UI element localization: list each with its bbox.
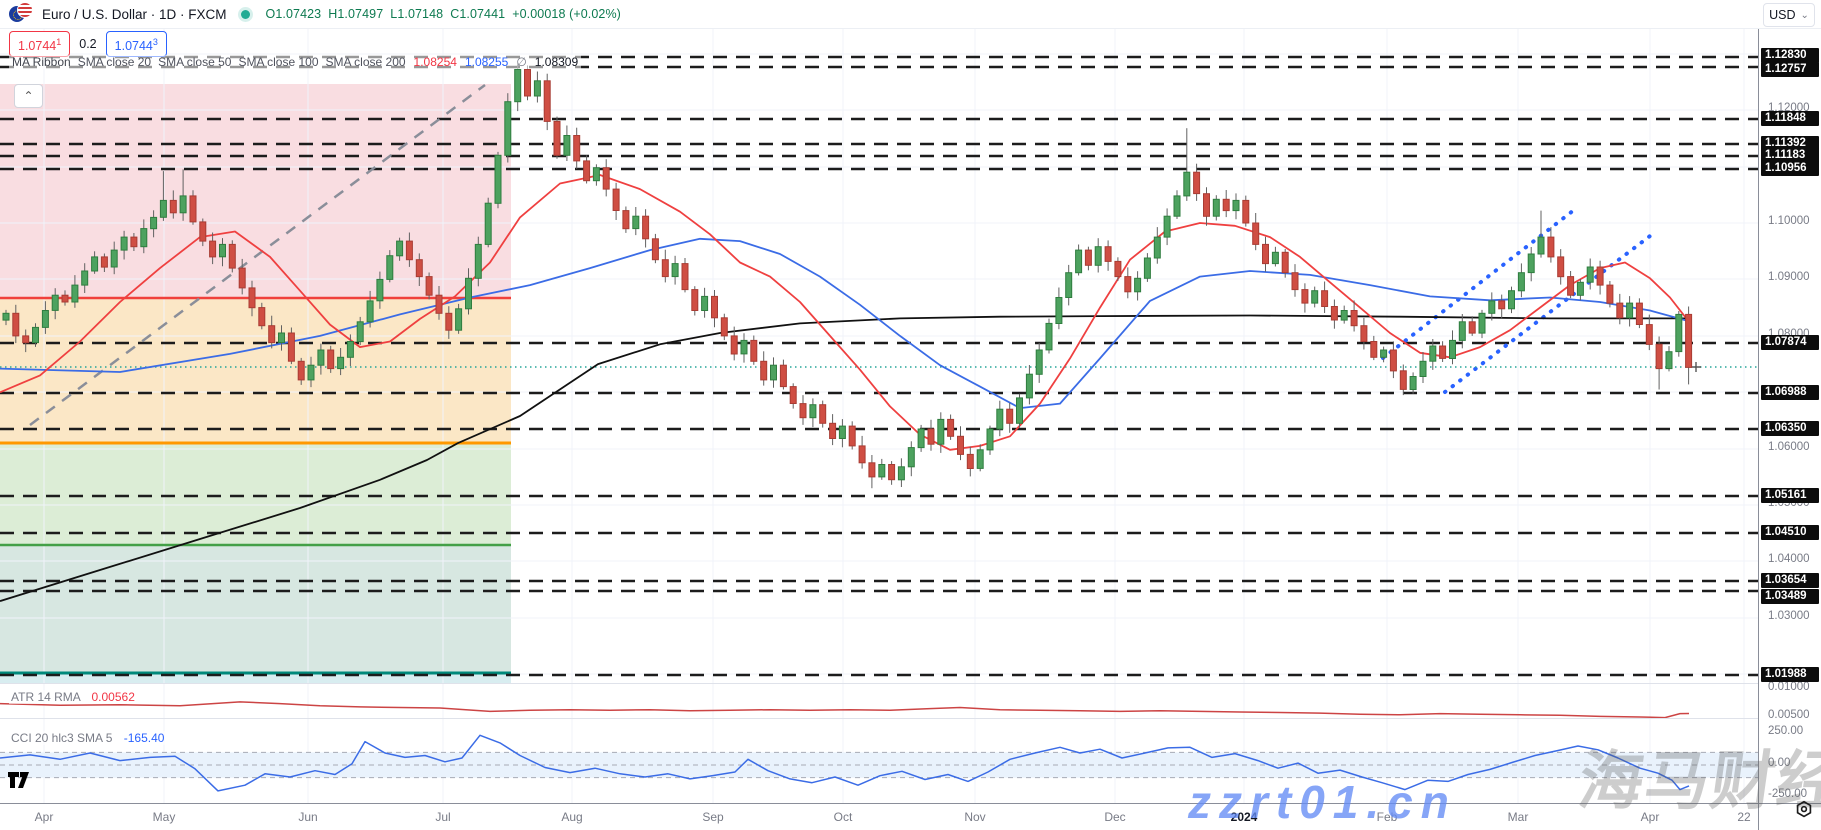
tradingview-logo[interactable] [8,770,32,790]
price-axis-label: 0.00 [1768,757,1791,769]
zone-teal [0,545,511,673]
price-level-badge: 1.03489 [1761,589,1819,604]
ma-param: SMA close 20 [77,55,152,69]
cci-line [0,734,1690,792]
trendline-gray [29,83,486,427]
collapse-pane-button[interactable]: ⌃ [14,84,43,108]
price-level-badge: 1.11183 [1761,148,1819,163]
symbol-title[interactable]: Euro / U.S. Dollar · 1D · FXCM [42,6,227,22]
price-axis-label: 1.03000 [1768,610,1810,622]
indicator-values: 1.08254 1.08255 ∅ 1.08309 [406,55,579,69]
trendline-blue [1381,208,1576,360]
price-level-badge: 1.06988 [1761,385,1819,400]
price-level-badge: 1.03654 [1761,573,1819,588]
price-axis-label: 1.10000 [1768,215,1810,227]
ma-param: SMA close 100 [238,55,319,69]
gear-icon[interactable] [1793,799,1815,821]
time-axis-label: May [152,810,176,824]
time-axis-label: Nov [964,810,986,824]
ohlc-item: C1.07441 [450,7,506,21]
price-axis-label: 0.00500 [1768,709,1810,721]
spread-value: 0.2 [79,37,97,52]
zone-cyan [0,673,511,683]
price-level-badge: 1.10956 [1761,161,1819,176]
price-level-badge: 1.05161 [1761,488,1819,503]
indicator-legend-cci[interactable]: CCI 20 hlc3 SMA 5 -165.40 [9,731,167,745]
pane-separator-cci[interactable] [0,718,1758,719]
time-axis-label: Apr [34,810,54,824]
sell-button[interactable]: 1.07441 [9,31,71,58]
buy-button[interactable]: 1.07443 [105,31,167,58]
price-level-badge: 1.07874 [1761,335,1819,350]
time-axis-label: 2024 [1230,810,1258,824]
toolbar: Euro / U.S. Dollar · 1D · FXCM O1.07423 H… [0,0,1821,29]
time-axis-label: Oct [833,810,853,824]
zone-pink [0,84,511,298]
currency-label: USD [1769,8,1796,22]
indicator-legend-ma-ribbon[interactable]: MA Ribbon SMA close 20 SMA close 50 SMA clo… [9,55,582,69]
time-axis-label: Apr [1640,810,1660,824]
price-axis[interactable]: 1.12000 1.10000 1.09000 1.08000 1.06000 1.050… [1758,28,1821,803]
quote-row: 1.07441 0.2 1.07443 [9,31,167,58]
price-axis-label: 1.06000 [1768,441,1810,453]
time-axis-label: 22 [1737,810,1751,824]
price-axis-label: 1.04000 [1768,553,1810,565]
price-level-badge: 1.12757 [1761,62,1819,77]
time-axis-label: Jul [435,810,451,824]
pane-separator-atr[interactable] [0,683,1758,684]
time-axis-label: Aug [561,810,583,824]
atr-value: 0.00562 [91,690,135,704]
chevron-up-icon: ⌃ [23,89,34,103]
indicator-title: MA Ribbon [12,55,71,69]
atr-title: ATR 14 RMA [11,690,81,704]
indicator-params: SMA close 20 SMA close 50 SMA close 100 SMA… [71,55,406,69]
currency-pair-icon [8,2,34,23]
cci-value: -165.40 [123,731,165,745]
price-level-badge: 1.12830 [1761,48,1819,63]
ma-value: 1.08255 [464,55,509,69]
time-axis-label: Jun [298,810,318,824]
chevron-down-icon: ⌄ [1800,9,1809,21]
price-level-badge: 1.11848 [1761,111,1819,126]
price-level-badge: 1.01988 [1761,667,1819,682]
price-axis-label: 250.00 [1768,725,1804,737]
candlestick-chart[interactable] [0,0,1758,830]
cci-band [0,752,1758,778]
time-axis-label: Dec [1104,810,1126,824]
last-price-marker [1691,362,1701,372]
ohlc-item: O1.07423 [265,7,322,21]
time-axis-label: Sep [702,810,724,824]
ma-value: 1.08309 [534,55,579,69]
ohlc-item: +0.00018 (+0.02%) [512,7,621,21]
cci-title: CCI 20 hlc3 SMA 5 [11,731,113,745]
sma200-line [0,314,1689,602]
ma-param: SMA close 200 [325,55,406,69]
us-flag-icon [17,2,33,18]
time-axis-label: Mar [1507,810,1529,824]
market-status-icon[interactable] [240,9,250,19]
price-axis-label: 0.01000 [1768,681,1810,693]
zone-green [0,443,511,545]
ohlc-item: L1.07148 [390,7,444,21]
indicator-legend-atr[interactable]: ATR 14 RMA 0.00562 [9,690,137,704]
ohlc-values: O1.07423 H1.07497 L1.07148 C1.07441 +0.00018… [266,7,628,21]
time-axis-label: Feb [1376,810,1398,824]
price-level-badge: 1.11392 [1761,136,1819,151]
price-axis-label: 1.09000 [1768,271,1810,283]
ma-param: SMA close 50 [158,55,232,69]
atr-line [0,701,1690,719]
time-axis[interactable]: Apr May Jun Jul Aug Sep Oct Nov Dec 2024 Feb Mar Apr… [0,803,1821,830]
ohlc-item: H1.07497 [328,7,384,21]
ma-value: ∅ [516,55,527,69]
ma-value: 1.08254 [413,55,457,69]
price-axis-label: -250.00 [1768,788,1808,800]
currency-selector[interactable]: USD ⌄ [1763,3,1815,27]
price-level-badge: 1.06350 [1761,421,1819,436]
price-level-badge: 1.04510 [1761,525,1819,540]
